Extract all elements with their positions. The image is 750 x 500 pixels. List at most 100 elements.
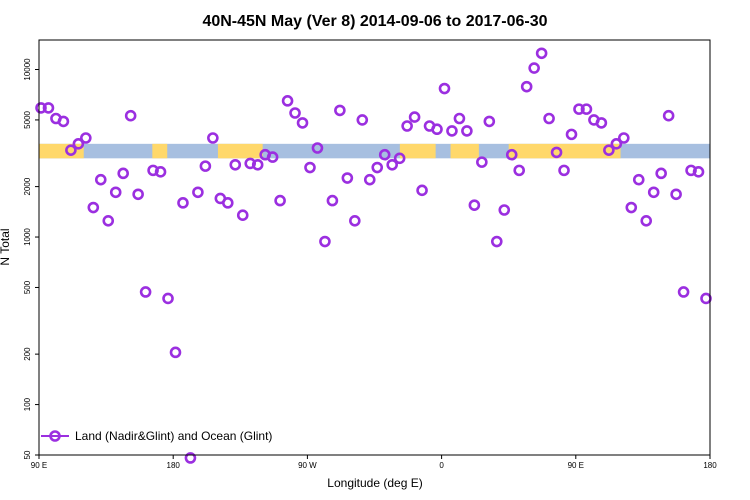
- data-point: [438, 82, 451, 95]
- data-point: [117, 167, 129, 180]
- data-point: [573, 103, 585, 115]
- land-band-segment: [508, 143, 621, 159]
- data-point: [677, 286, 690, 298]
- data-point: [453, 112, 466, 125]
- data-point: [632, 173, 645, 186]
- y-tick-label: 1000: [23, 228, 32, 246]
- data-point: [416, 184, 428, 197]
- data-point: [319, 235, 331, 248]
- x-tick-label: 180: [167, 461, 181, 470]
- y-tick-label: 2000: [23, 177, 32, 195]
- data-point: [580, 103, 593, 115]
- data-point: [476, 156, 488, 168]
- data-point: [236, 209, 249, 221]
- data-point: [326, 194, 339, 207]
- data-point: [80, 132, 92, 144]
- y-tick-label: 200: [23, 347, 32, 361]
- data-point: [154, 166, 167, 178]
- legend: Land (Nadir&Glint) and Ocean (Glint): [41, 429, 272, 443]
- data-point: [94, 173, 107, 186]
- data-point: [363, 173, 376, 186]
- x-tick-label: 0: [439, 461, 444, 470]
- data-point: [177, 197, 189, 209]
- data-point: [431, 123, 443, 136]
- x-axis: 90 E 180 90 W 0 90 E 180: [31, 455, 717, 470]
- data-point: [87, 201, 100, 214]
- data-point: [558, 164, 570, 177]
- data-point: [311, 142, 324, 154]
- data-point: [595, 117, 608, 129]
- data-point: [281, 95, 294, 107]
- x-axis-label: Longitude (deg E): [327, 476, 422, 490]
- data-point: [490, 235, 503, 248]
- data-point: [550, 146, 563, 159]
- x-tick-label: 90 E: [31, 461, 47, 470]
- data-point: [625, 201, 638, 214]
- chart-title: 40N-45N May (Ver 8) 2014-09-06 to 2017-0…: [202, 13, 547, 30]
- data-point: [334, 104, 346, 117]
- data-point: [662, 109, 675, 122]
- data-point: [446, 125, 458, 137]
- data-point: [184, 452, 197, 464]
- data-point: [199, 160, 212, 172]
- data-point: [251, 158, 264, 171]
- data-point: [535, 47, 548, 60]
- data-point: [296, 117, 309, 129]
- data-point: [670, 188, 682, 201]
- plot-frame: [38, 39, 711, 456]
- land-ocean-band: [39, 143, 710, 159]
- data-point: [513, 164, 526, 177]
- data-point: [461, 125, 473, 137]
- data-point: [505, 148, 518, 161]
- data-point: [244, 157, 257, 170]
- data-point: [124, 109, 137, 122]
- data-point: [692, 166, 705, 178]
- data-point: [565, 128, 578, 141]
- data-point: [520, 80, 533, 93]
- data-point: [42, 102, 55, 114]
- data-point: [147, 164, 159, 177]
- data-point: [102, 214, 115, 227]
- y-tick-label: 500: [23, 280, 32, 294]
- data-point: [483, 115, 496, 128]
- data-point: [618, 132, 630, 144]
- data-point: [401, 120, 413, 132]
- data-point: [393, 152, 406, 165]
- data-point: [468, 199, 481, 211]
- y-tick-label: 5000: [23, 110, 32, 128]
- data-point: [162, 292, 174, 305]
- data-point: [132, 188, 144, 201]
- land-band-segment: [217, 143, 263, 159]
- data-point: [371, 161, 384, 174]
- data-point: [109, 186, 122, 199]
- data-point: [655, 167, 667, 180]
- data-point: [603, 144, 615, 156]
- data-point: [72, 138, 85, 150]
- data-point: [274, 194, 286, 207]
- x-tick-label: 180: [703, 461, 717, 470]
- data-point: [65, 144, 77, 156]
- data-point: [408, 111, 421, 123]
- land-band-segment: [152, 143, 168, 159]
- data-point: [229, 158, 242, 171]
- data-point: [221, 197, 234, 209]
- y-tick-label: 100: [23, 397, 32, 411]
- data-point: [685, 164, 697, 177]
- data-point: [266, 151, 279, 163]
- x-tick-label: 90 E: [568, 461, 584, 470]
- y-axis: 50 100 200 500 1000 2000 5000 10000: [23, 58, 39, 459]
- data-point: [349, 214, 361, 227]
- data-point: [498, 204, 511, 216]
- data-point: [35, 102, 47, 114]
- data-point: [378, 148, 391, 161]
- data-point: [192, 186, 204, 199]
- land-band-segment: [399, 143, 436, 159]
- data-point: [356, 114, 369, 126]
- data-point: [304, 161, 316, 174]
- data-point: [57, 115, 70, 128]
- y-tick-label: 10000: [23, 58, 32, 81]
- land-band-segment: [450, 143, 479, 159]
- data-point: [207, 132, 219, 144]
- data-points: [35, 47, 712, 464]
